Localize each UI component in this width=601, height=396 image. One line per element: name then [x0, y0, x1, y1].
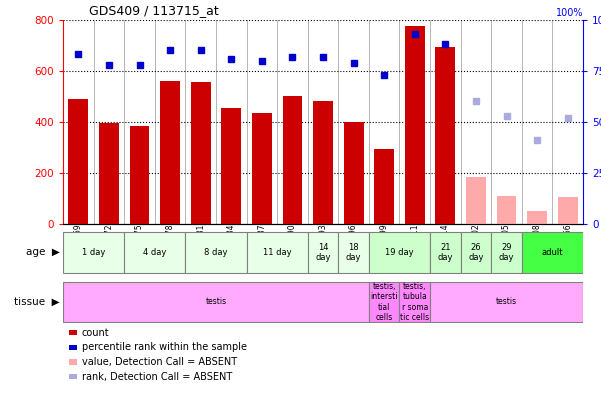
Bar — [491, 232, 522, 273]
Bar — [282, 96, 302, 224]
Text: testis: testis — [496, 297, 517, 307]
Bar — [460, 232, 491, 273]
Bar — [99, 123, 119, 224]
Text: percentile rank within the sample: percentile rank within the sample — [82, 342, 247, 352]
Text: GSM9884: GSM9884 — [227, 224, 236, 260]
Text: 18
day: 18 day — [346, 243, 361, 262]
Text: GSM9866: GSM9866 — [563, 224, 572, 260]
Text: GSM9896: GSM9896 — [349, 224, 358, 260]
Bar — [344, 122, 364, 224]
Bar — [430, 282, 583, 322]
Text: count: count — [82, 327, 109, 338]
Bar — [369, 282, 400, 322]
Bar — [400, 282, 430, 322]
Bar — [313, 101, 333, 224]
Text: 8 day: 8 day — [204, 248, 228, 257]
Bar — [496, 196, 516, 224]
Bar — [246, 232, 308, 273]
Text: GSM9875: GSM9875 — [135, 224, 144, 260]
Bar — [405, 26, 425, 224]
Text: GSM9908: GSM9908 — [532, 224, 542, 260]
Text: 4 day: 4 day — [143, 248, 166, 257]
Bar — [130, 126, 150, 224]
Text: GSM9905: GSM9905 — [502, 224, 511, 261]
Text: GSM9902: GSM9902 — [471, 224, 480, 260]
Bar — [221, 108, 241, 224]
Text: testis,
tubula
r soma
tic cells: testis, tubula r soma tic cells — [400, 282, 429, 322]
Text: GDS409 / 113715_at: GDS409 / 113715_at — [89, 4, 219, 17]
Bar — [186, 232, 246, 273]
Bar — [527, 211, 547, 224]
Bar — [430, 232, 460, 273]
Text: GSM9899: GSM9899 — [380, 224, 389, 260]
Text: adult: adult — [542, 248, 563, 257]
Text: 21
day: 21 day — [438, 243, 453, 262]
Text: 11 day: 11 day — [263, 248, 291, 257]
Bar — [63, 232, 124, 273]
Text: tissue  ▶: tissue ▶ — [14, 297, 60, 307]
Bar — [191, 82, 211, 224]
Bar — [63, 282, 369, 322]
Text: 100%: 100% — [555, 8, 583, 18]
Text: GSM9878: GSM9878 — [166, 224, 175, 260]
Text: 26
day: 26 day — [468, 243, 484, 262]
Text: GSM9869: GSM9869 — [74, 224, 83, 260]
Text: GSM9872: GSM9872 — [105, 224, 114, 260]
Text: 1 day: 1 day — [82, 248, 105, 257]
Text: 29
day: 29 day — [499, 243, 514, 262]
Text: GSM9881: GSM9881 — [196, 224, 205, 260]
Bar — [374, 148, 394, 224]
Bar — [124, 232, 186, 273]
Bar — [522, 232, 583, 273]
Bar — [369, 232, 430, 273]
Bar — [466, 177, 486, 224]
Bar — [308, 232, 338, 273]
Bar — [252, 113, 272, 224]
Text: age  ▶: age ▶ — [26, 248, 60, 257]
Text: GSM9893: GSM9893 — [319, 224, 328, 260]
Text: GSM9911: GSM9911 — [410, 224, 419, 260]
Text: value, Detection Call = ABSENT: value, Detection Call = ABSENT — [82, 357, 237, 367]
Text: GSM9890: GSM9890 — [288, 224, 297, 260]
Text: 19 day: 19 day — [385, 248, 414, 257]
Bar — [435, 47, 456, 224]
Text: testis,
intersti
tial
cells: testis, intersti tial cells — [370, 282, 398, 322]
Text: testis: testis — [206, 297, 227, 307]
Bar — [338, 232, 369, 273]
Bar — [69, 99, 88, 224]
Text: rank, Detection Call = ABSENT: rank, Detection Call = ABSENT — [82, 371, 232, 382]
Text: 14
day: 14 day — [316, 243, 331, 262]
Bar — [558, 197, 578, 224]
Bar — [160, 81, 180, 224]
Text: GSM9887: GSM9887 — [257, 224, 266, 260]
Text: GSM9914: GSM9914 — [441, 224, 450, 260]
